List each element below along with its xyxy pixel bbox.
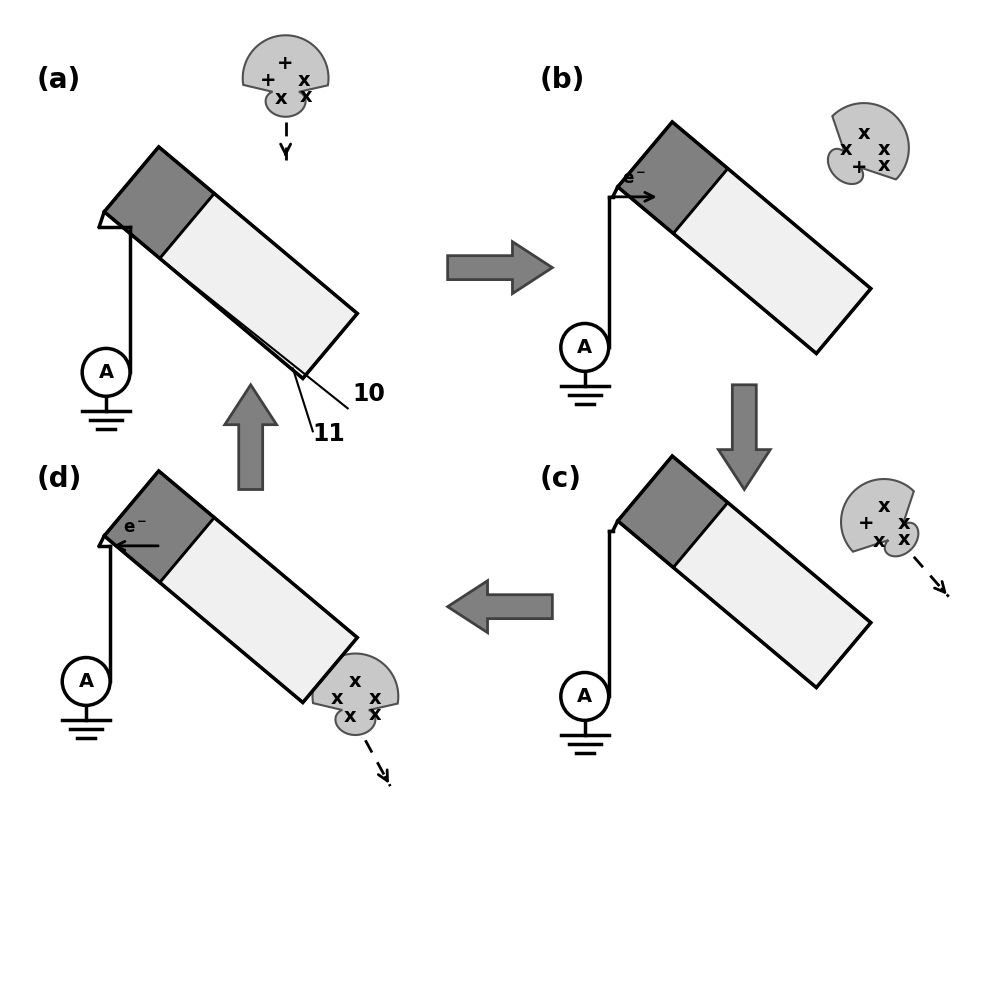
Polygon shape [243, 35, 328, 117]
Polygon shape [618, 122, 728, 234]
Text: x: x [369, 689, 382, 708]
Text: x: x [344, 707, 357, 726]
Text: (c): (c) [540, 465, 582, 493]
Polygon shape [618, 456, 728, 568]
Text: x: x [878, 156, 890, 176]
Text: x: x [331, 689, 344, 708]
Circle shape [561, 323, 609, 371]
Polygon shape [673, 503, 871, 687]
Text: x: x [299, 86, 312, 106]
Circle shape [62, 658, 110, 705]
Text: x: x [878, 498, 890, 517]
Circle shape [561, 673, 609, 721]
Text: x: x [858, 124, 870, 142]
Circle shape [82, 349, 130, 397]
Text: x: x [274, 88, 287, 108]
Text: +: + [259, 71, 276, 89]
FancyArrow shape [225, 385, 277, 489]
Text: A: A [577, 687, 592, 706]
Text: x: x [878, 140, 890, 159]
Text: x: x [297, 71, 310, 89]
FancyArrow shape [448, 242, 552, 294]
Text: 10: 10 [353, 382, 386, 407]
Polygon shape [104, 471, 214, 582]
Text: (a): (a) [36, 66, 81, 94]
Text: +: + [851, 158, 867, 178]
Text: A: A [577, 338, 592, 356]
Text: x: x [898, 530, 910, 549]
Text: $\mathbf{e^-}$: $\mathbf{e^-}$ [622, 170, 646, 188]
Text: A: A [99, 362, 114, 382]
Text: A: A [79, 672, 94, 691]
Polygon shape [160, 193, 357, 378]
FancyArrow shape [718, 385, 770, 489]
Text: (d): (d) [36, 465, 82, 493]
Text: x: x [349, 672, 362, 691]
FancyArrow shape [448, 580, 552, 632]
Text: +: + [277, 54, 294, 73]
Text: $\mathbf{e^-}$: $\mathbf{e^-}$ [123, 518, 148, 537]
Polygon shape [104, 147, 214, 258]
Polygon shape [313, 654, 398, 735]
Polygon shape [828, 103, 909, 184]
Text: x: x [369, 705, 382, 724]
Text: +: + [858, 515, 874, 533]
Text: x: x [840, 140, 852, 159]
Text: 11: 11 [313, 422, 346, 446]
Text: (b): (b) [540, 66, 585, 94]
Polygon shape [841, 479, 918, 557]
Polygon shape [673, 169, 871, 354]
Text: x: x [873, 532, 885, 551]
Polygon shape [160, 518, 357, 702]
Text: x: x [898, 515, 910, 533]
